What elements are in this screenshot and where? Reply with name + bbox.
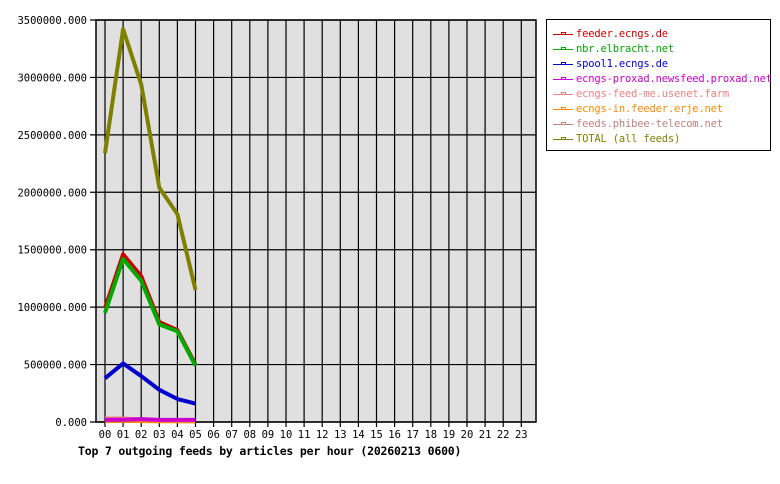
- legend-label: feeds.phibee-telecom.net: [576, 118, 723, 130]
- legend: feeder.ecngs.de nbr.elbracht.net spool1.…: [546, 19, 772, 151]
- series-line: [103, 256, 198, 367]
- chart-title: Top 7 outgoing feeds by articles per hou…: [78, 444, 462, 458]
- legend-swatch-icon: [553, 90, 573, 99]
- x-tick-label: 20: [461, 429, 474, 441]
- x-tick-label: 11: [298, 429, 311, 441]
- legend-swatch-icon: [553, 135, 573, 144]
- x-tick-label: 13: [334, 429, 347, 441]
- legend-item: feeder.ecngs.de: [553, 27, 668, 41]
- x-tick-label: 14: [352, 429, 365, 441]
- legend-label: ecngs-in.feeder.erje.net: [576, 103, 723, 115]
- legend-label: ecngs-proxad.newsfeed.proxad.net: [576, 73, 772, 85]
- x-tick-label: 05: [189, 429, 202, 441]
- x-tick-label: 16: [388, 429, 401, 441]
- y-tick-label: 2500000.000: [17, 130, 87, 142]
- x-tick-label: 07: [225, 429, 238, 441]
- x-tick-label: 19: [443, 429, 456, 441]
- y-tick-label: 0.000: [55, 417, 87, 429]
- x-tick-label: 22: [497, 429, 510, 441]
- x-tick-label: 03: [153, 429, 166, 441]
- legend-swatch-icon: [553, 30, 573, 39]
- x-tick-label: 01: [117, 429, 130, 441]
- x-tick-label: 12: [316, 429, 329, 441]
- legend-item: spool1.ecngs.de: [553, 57, 668, 71]
- x-tick-label: 18: [424, 429, 437, 441]
- legend-swatch-icon: [553, 60, 573, 69]
- legend-label: feeder.ecngs.de: [576, 28, 668, 40]
- legend-label: ecngs-feed-me.usenet.farm: [576, 88, 730, 100]
- x-tick-label: 21: [479, 429, 492, 441]
- x-tick-label: 10: [280, 429, 293, 441]
- plot-background: [96, 20, 536, 422]
- x-tick-label: 15: [370, 429, 383, 441]
- legend-swatch-icon: [553, 120, 573, 129]
- legend-item: ecngs-feed-me.usenet.farm: [553, 87, 729, 101]
- legend-item: feeds.phibee-telecom.net: [553, 117, 723, 131]
- series-line: [103, 361, 196, 406]
- y-tick-label: 3500000.000: [17, 15, 87, 27]
- legend-label: TOTAL (all feeds): [576, 133, 681, 145]
- y-tick-label: 500000.000: [24, 360, 87, 372]
- x-tick-label: 04: [171, 429, 184, 441]
- legend-item: TOTAL (all feeds): [553, 132, 680, 146]
- y-tick-label: 1000000.000: [17, 302, 87, 314]
- x-tick-label: 06: [207, 429, 220, 441]
- legend-swatch-icon: [553, 105, 573, 114]
- x-tick-label: 08: [243, 429, 256, 441]
- y-tick-label: 2000000.000: [17, 187, 87, 199]
- y-tick-label: 3000000.000: [17, 72, 87, 84]
- legend-item: nbr.elbracht.net: [553, 42, 674, 56]
- legend-label: nbr.elbracht.net: [576, 43, 674, 55]
- legend-label: spool1.ecngs.de: [576, 58, 668, 70]
- x-tick-label: 00: [99, 429, 112, 441]
- legend-item: ecngs-in.feeder.erje.net: [553, 102, 723, 116]
- series-line: [105, 417, 196, 422]
- x-tick-label: 23: [515, 429, 528, 441]
- x-tick-label: 09: [262, 429, 275, 441]
- y-tick-label: 1500000.000: [17, 245, 87, 257]
- legend-swatch-icon: [553, 75, 573, 84]
- legend-item: ecngs-proxad.newsfeed.proxad.net: [553, 72, 772, 86]
- series-line: [103, 27, 198, 291]
- x-tick-label: 17: [406, 429, 419, 441]
- x-tick-label: 02: [135, 429, 148, 441]
- legend-swatch-icon: [553, 45, 573, 54]
